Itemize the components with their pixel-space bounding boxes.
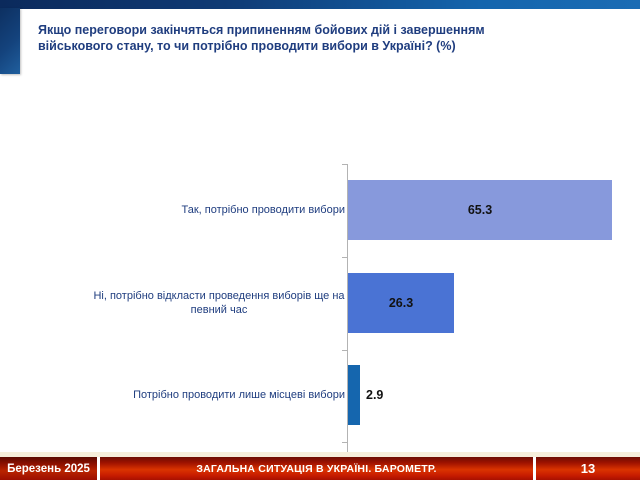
axis-tick: [342, 350, 348, 351]
bar-value-label: 26.3: [388, 295, 414, 310]
footer-page-number: 13: [580, 461, 596, 476]
category-label: Потрібно проводити лише місцеві вибори: [133, 388, 345, 401]
top-gradient-bar: [0, 0, 640, 9]
footer-divider: [97, 457, 100, 480]
bar: [348, 272, 454, 333]
footer-divider: [533, 457, 536, 480]
slide-title-line1: Якщо переговори закінчяться припиненням …: [38, 23, 485, 37]
category-label: Так, потрібно проводити вибори: [181, 203, 345, 216]
bar-row: Потрібно проводити лише місцеві вибори 2…: [0, 348, 640, 441]
footer-report-title: ЗАГАЛЬНА СИТУАЦІЯ В УКРАЇНІ. БАРОМЕТР.: [196, 462, 437, 475]
bar-row: Так, потрібно проводити вибори 65.3: [0, 163, 640, 256]
category-label: Ні, потрібно відкласти проведення виборі…: [93, 289, 345, 316]
slide-title-line2: військового стану, то чи потрібно провод…: [38, 39, 456, 53]
bar: [348, 179, 612, 240]
axis-tick: [342, 164, 348, 165]
axis-tick: [342, 442, 348, 443]
footer-bar: Березень 2025 ЗАГАЛЬНА СИТУАЦІЯ В УКРАЇН…: [0, 457, 640, 480]
footer-date: Березень 2025: [0, 457, 97, 480]
axis-tick: [342, 257, 348, 258]
bar-row: Ні, потрібно відкласти проведення виборі…: [0, 256, 640, 349]
bar-chart: Так, потрібно проводити вибори 65.3 Ні, …: [0, 80, 640, 480]
bar-value-label: 65.3: [467, 202, 493, 217]
header-corner-block: [0, 8, 20, 74]
category-axis-line: [347, 164, 348, 480]
slide-title: Якщо переговори закінчяться припиненням …: [38, 22, 613, 54]
footer-separator-line: [0, 452, 640, 457]
bar-value-label: 2.9: [366, 387, 384, 402]
bar: [348, 364, 360, 425]
